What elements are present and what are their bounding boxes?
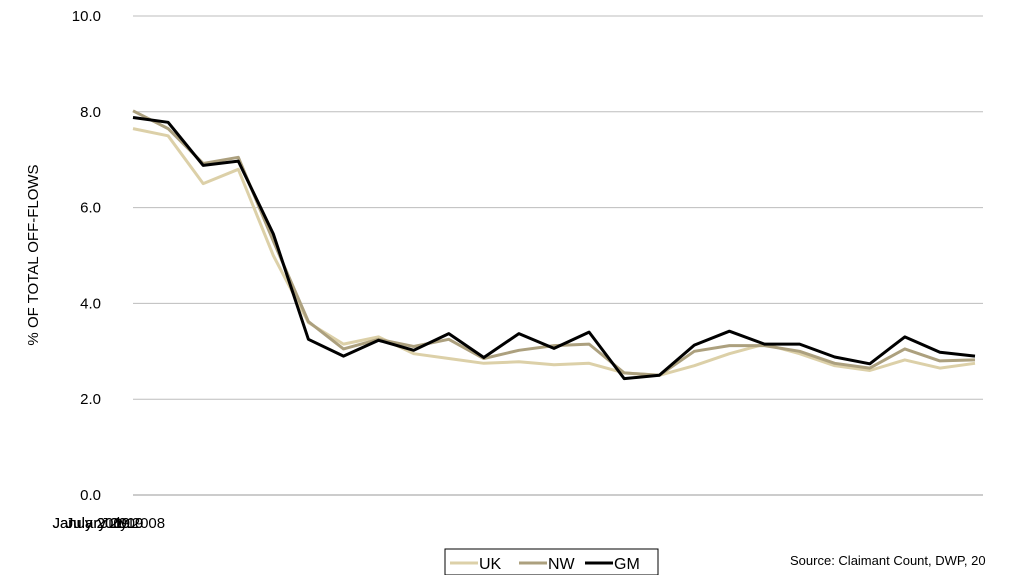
y-tick-label: 2.0 (80, 391, 101, 408)
x-tick-label: July 2008 (101, 515, 165, 532)
x-tick-label: January 2010 (52, 515, 143, 532)
y-tick-label: 6.0 (80, 200, 101, 217)
legend-label-uk: UK (479, 556, 502, 573)
x-tick-label: July 2010 (66, 515, 130, 532)
series-line-nw (132, 109, 976, 377)
y-tick-label: 0.0 (80, 487, 101, 504)
legend-label-nw: NW (548, 556, 576, 573)
legend: UK NW GM (444, 548, 659, 575)
x-tick-label: July 2009 (66, 515, 130, 532)
y-tick-label: 10.0 (72, 8, 101, 25)
series-line-gm (132, 116, 976, 381)
x-tick-label: January 2009 (52, 515, 143, 532)
gridlines (133, 15, 983, 400)
legend-label-gm: GM (614, 556, 640, 573)
series-lines (132, 109, 976, 381)
y-tick-label: 4.0 (80, 295, 101, 312)
y-axis-ticks: 0.0 2.0 4.0 6.0 8.0 10.0 (72, 8, 101, 504)
source-note: Source: Claimant Count, DWP, 20 (790, 553, 986, 568)
legend-box (444, 548, 659, 575)
y-axis-label: % OF TOTAL OFF-FLOWS (25, 164, 42, 345)
y-tick-label: 8.0 (80, 104, 101, 121)
series-line-uk (132, 127, 976, 377)
